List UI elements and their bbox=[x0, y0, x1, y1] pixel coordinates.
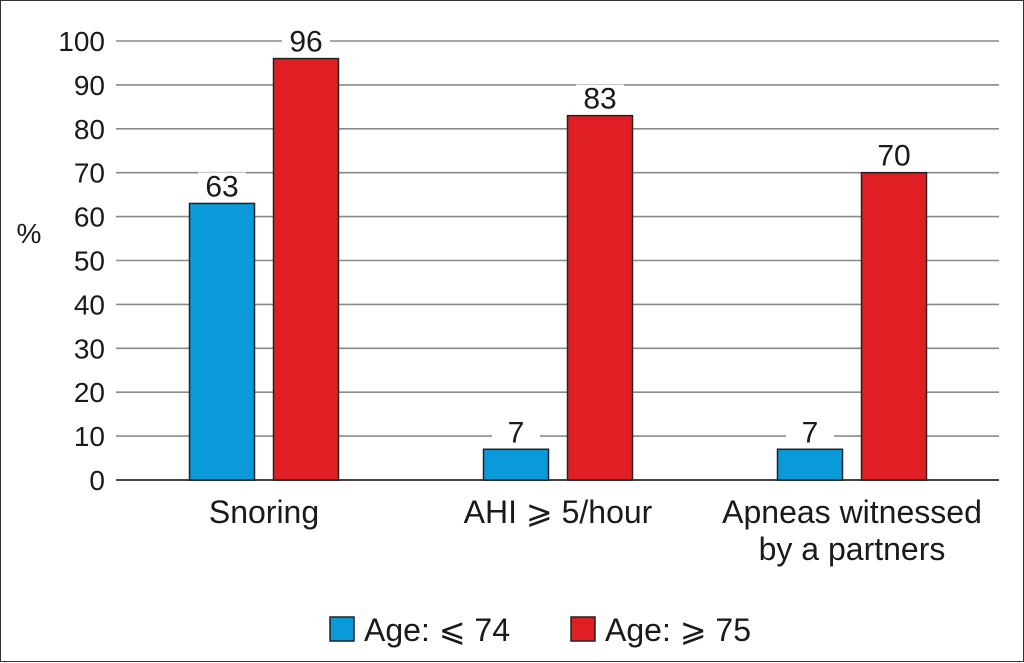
data-label-bg bbox=[576, 84, 624, 113]
legend-swatch bbox=[570, 616, 596, 642]
data-label-bg bbox=[786, 418, 834, 447]
gridlines bbox=[116, 40, 999, 481]
bar bbox=[860, 171, 928, 481]
y-tick-label: 20 bbox=[74, 377, 105, 408]
bar bbox=[272, 57, 340, 481]
legend-label: Age: ⩽ 74 bbox=[364, 612, 510, 648]
bar bbox=[188, 202, 256, 481]
data-label-bg bbox=[198, 172, 246, 201]
data-label: 63 bbox=[205, 170, 238, 203]
bar bbox=[482, 448, 550, 481]
y-tick-label: 90 bbox=[74, 70, 105, 101]
y-tick-label: 80 bbox=[74, 114, 105, 145]
y-tick-label: 30 bbox=[74, 333, 105, 364]
data-label-bg bbox=[282, 27, 330, 56]
bars bbox=[188, 57, 928, 481]
data-label-bg bbox=[870, 141, 918, 170]
data-label-bg bbox=[492, 418, 540, 447]
y-tick-label: 50 bbox=[74, 246, 105, 277]
y-axis-label: % bbox=[17, 218, 42, 249]
y-tick-label: 60 bbox=[74, 202, 105, 233]
data-label: 7 bbox=[802, 416, 819, 449]
data-label: 70 bbox=[877, 140, 910, 173]
y-tick-label: 0 bbox=[89, 465, 105, 496]
data-labels: 63 7 7 96 83 70 bbox=[198, 26, 918, 449]
legend: Age: ⩽ 74 Age: ⩾ 75 bbox=[329, 612, 751, 648]
y-tick-label: 40 bbox=[74, 289, 105, 320]
y-tick-label: 10 bbox=[74, 421, 105, 452]
x-category-label: Apneas witnessed bbox=[722, 494, 982, 530]
x-category-label: by a partners bbox=[759, 531, 946, 567]
data-label: 83 bbox=[583, 83, 616, 116]
y-tick-label: 100 bbox=[58, 26, 105, 57]
legend-label: Age: ⩾ 75 bbox=[605, 612, 751, 648]
x-category-label: AHI ⩾ 5/hour bbox=[464, 494, 653, 530]
bar bbox=[566, 114, 634, 481]
y-axis-ticks: 0 10 20 30 40 50 60 70 80 90 100 bbox=[58, 26, 105, 496]
legend-swatch bbox=[329, 616, 355, 642]
x-category-label: Snoring bbox=[209, 494, 319, 530]
bar bbox=[776, 448, 844, 481]
data-label: 7 bbox=[508, 416, 525, 449]
data-label: 96 bbox=[289, 26, 322, 59]
y-tick-label: 70 bbox=[74, 158, 105, 189]
